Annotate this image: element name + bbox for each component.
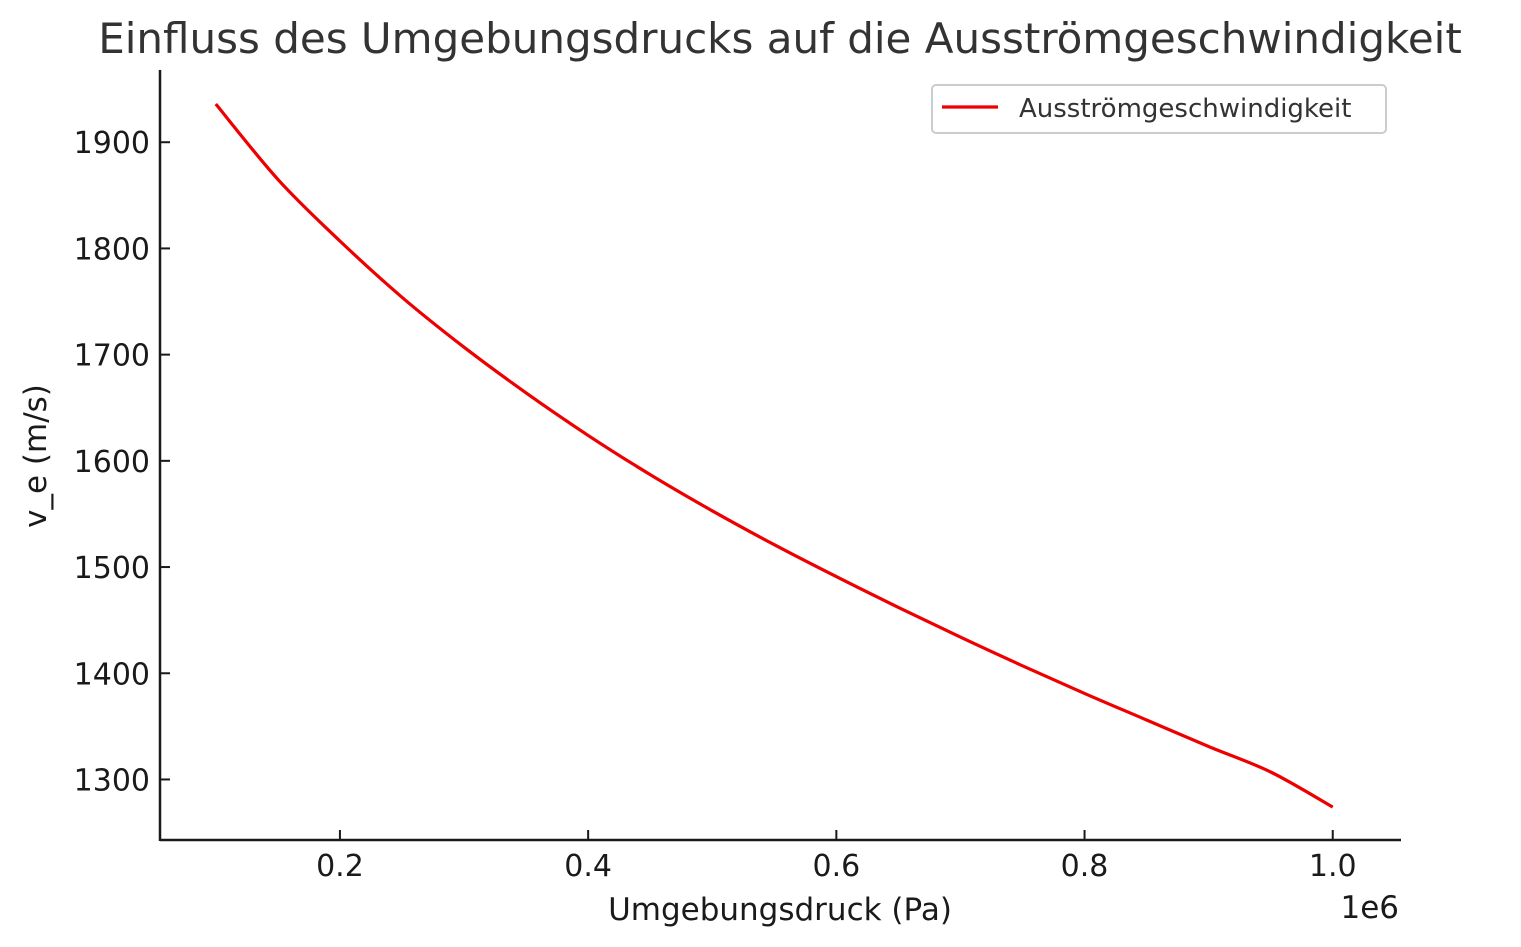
y-tick-label: 1800 (74, 232, 150, 267)
y-axis-label: v_e (m/s) (18, 384, 54, 528)
x-tick-label: 0.8 (1061, 849, 1109, 884)
y-tick-label: 1700 (74, 339, 150, 374)
y-tick-label: 1500 (74, 551, 150, 586)
legend: Ausströmgeschwindigkeit (931, 84, 1387, 134)
y-tick-label: 1400 (74, 657, 150, 692)
x-tick-label: 0.2 (316, 849, 364, 884)
x-tick-label: 1.0 (1309, 849, 1357, 884)
chart-title: Einfluss des Umgebungsdrucks auf die Aus… (98, 14, 1462, 63)
axes (158, 70, 1401, 842)
legend-label: Ausströmgeschwindigkeit (1019, 94, 1351, 124)
legend-box (931, 84, 1387, 134)
y-tick-label: 1900 (74, 126, 150, 161)
x-axis-label: Umgebungsdruck (Pa) (608, 892, 952, 928)
series-line (214, 102, 1334, 809)
x-ticks: 0.2 0.4 0.6 0.8 1.0 (316, 830, 1357, 884)
x-offset-label: 1e6 (1340, 890, 1399, 926)
x-tick-label: 0.6 (812, 849, 860, 884)
y-ticks: 1300 1400 1500 1600 1700 1800 1900 (74, 126, 170, 798)
x-tick-label: 0.4 (564, 849, 612, 884)
y-tick-label: 1600 (74, 445, 150, 480)
y-tick-label: 1300 (74, 763, 150, 798)
